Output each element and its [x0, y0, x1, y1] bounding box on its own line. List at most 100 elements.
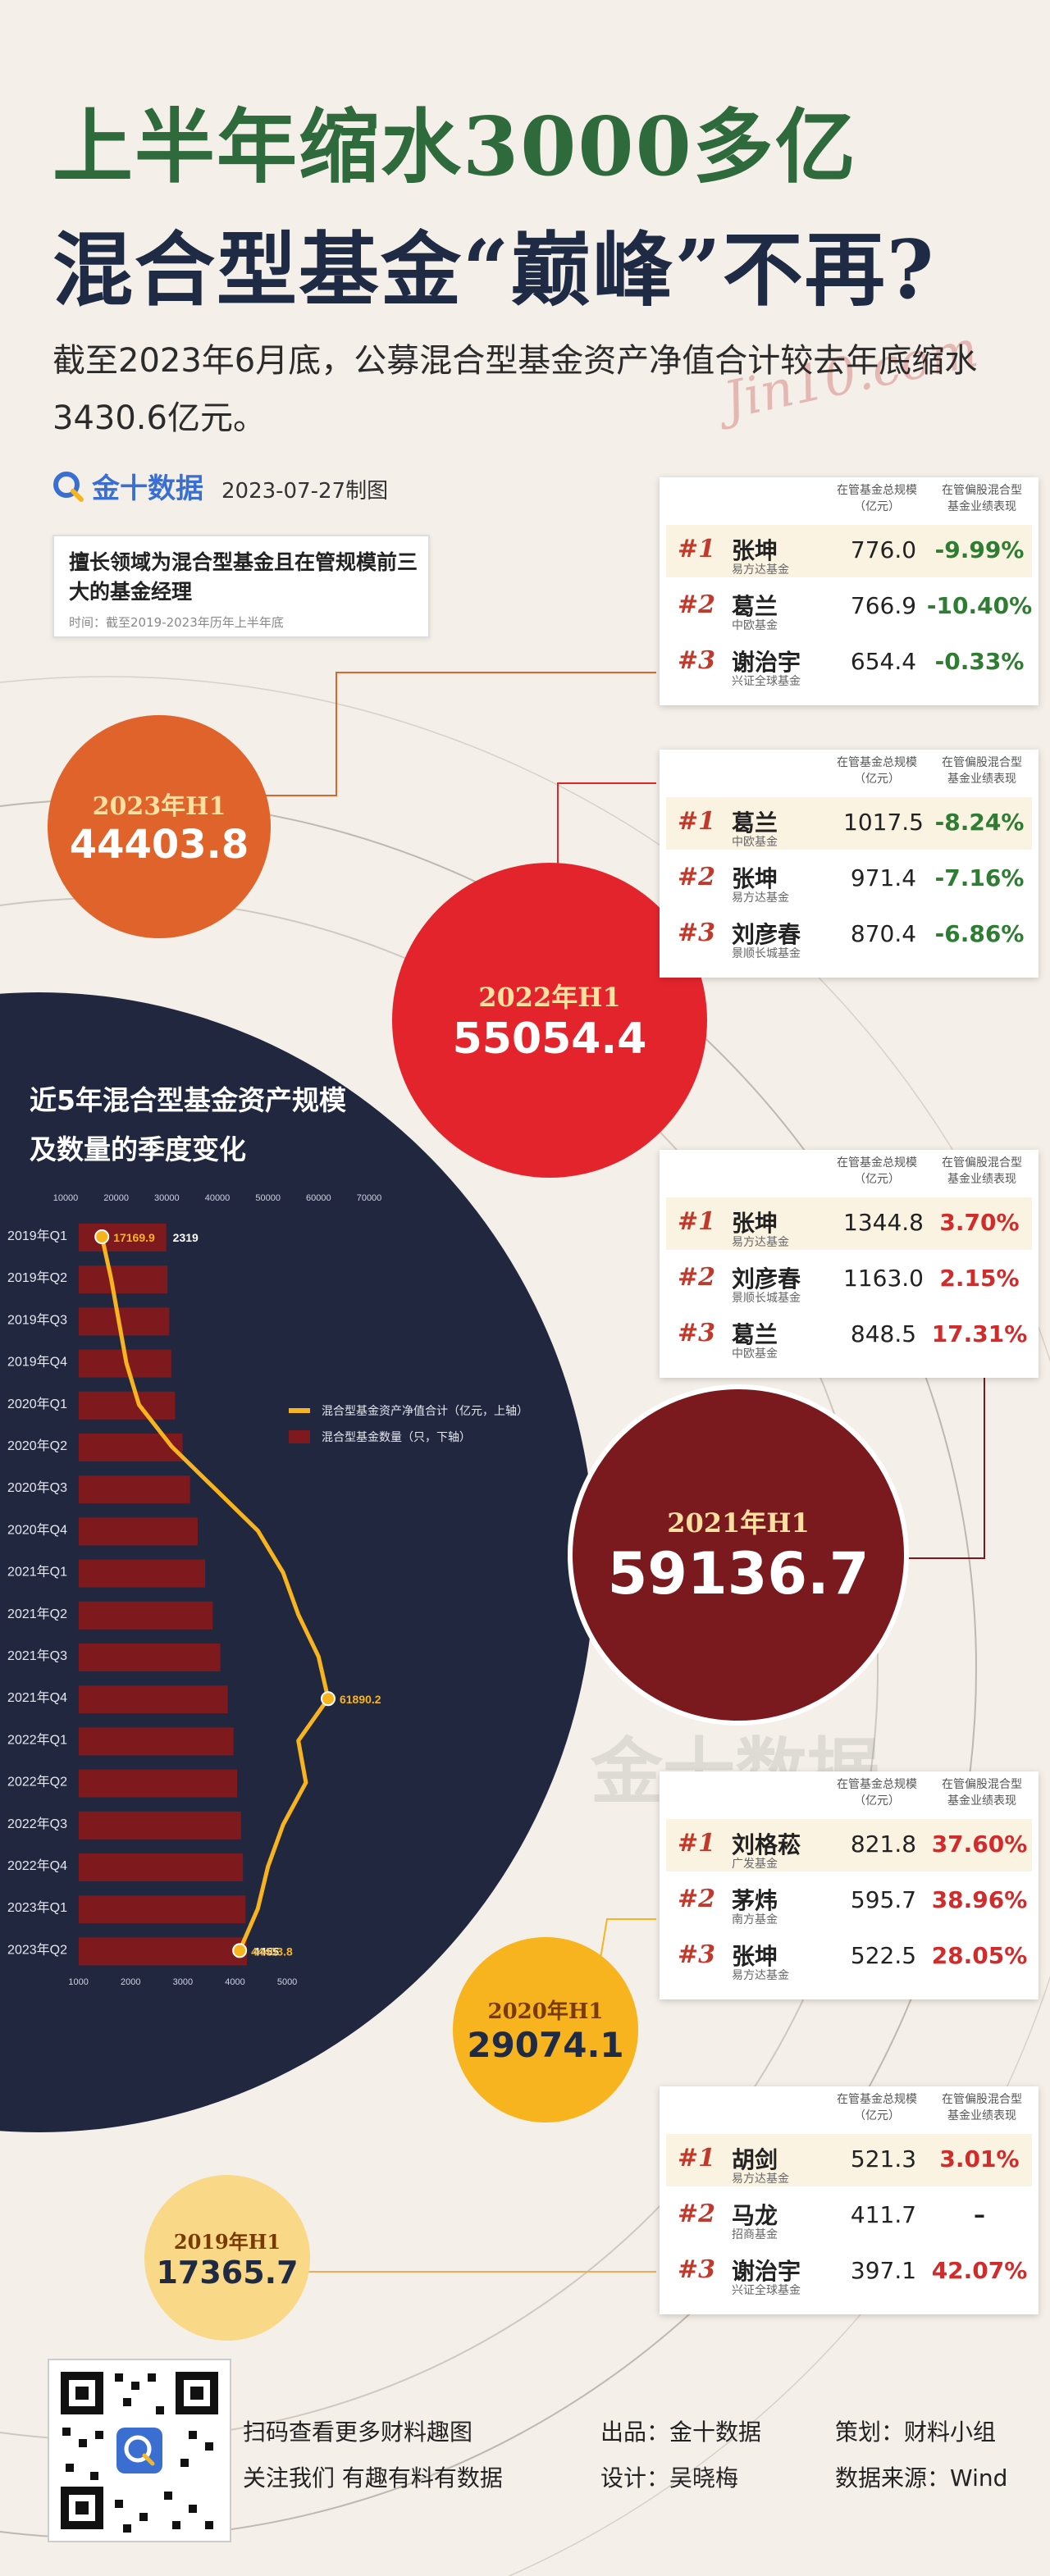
rank-label: #2: [678, 1263, 716, 1292]
top-axis-tick: 50000: [255, 1193, 281, 1203]
qr-code[interactable]: [48, 2359, 231, 2542]
fund-performance: 17.31%: [931, 1320, 1028, 1347]
company-name: 景顺长城基金: [732, 947, 801, 960]
count-bar: [79, 1895, 246, 1924]
manager-row: #3 葛兰 中欧基金 848.5 17.31%: [666, 1309, 1032, 1361]
rank-label: #1: [678, 1829, 716, 1858]
category-label: 2022年Q1: [7, 1732, 67, 1747]
top-axis-tick: 60000: [306, 1193, 331, 1203]
manager-row: #1 胡剑 易方达基金 521.3 3.01%: [666, 2134, 1032, 2186]
company-name: 易方达基金: [732, 891, 789, 905]
brand-name: 金十数据: [92, 472, 203, 505]
header-perf: 在管偏股混合型 基金业绩表现: [942, 1778, 1022, 1808]
fund-performance: -9.99%: [934, 536, 1025, 563]
rank-label: #3: [678, 1319, 716, 1347]
count-label: 2319: [173, 1231, 199, 1244]
category-label: 2021年Q1: [7, 1565, 67, 1580]
qr-caption-1: 扫码查看更多财料趣图: [243, 2419, 473, 2446]
manager-name: 刘彦春: [732, 921, 801, 948]
manager-name: 葛兰: [732, 593, 778, 620]
rank-label: #3: [678, 2255, 716, 2284]
category-label: 2019年Q2: [7, 1270, 67, 1285]
manager-row: #3 谢治宇 兴证全球基金 654.4 -0.33%: [666, 636, 1032, 689]
top-axis-tick: 70000: [357, 1193, 382, 1203]
manager-row: #2 葛兰 中欧基金 766.9 -10.40%: [666, 581, 1032, 633]
fund-performance: 3.70%: [939, 1209, 1020, 1236]
manager-row: #1 葛兰 中欧基金 1017.5 -8.24%: [666, 797, 1032, 850]
manager-name: 胡剑: [732, 2146, 778, 2173]
credit-planner: 策划：财料小组: [835, 2419, 997, 2446]
company-name: 中欧基金: [732, 619, 778, 632]
page-subtitle: 截至2023年6月底，公募混合型基金资产净值合计较去年底缩水3430.6亿元。: [52, 342, 978, 437]
manager-card-3: 在管基金总规模 （亿元） 在管偏股混合型 基金业绩表现 #1 刘格菘 广发基金 821.8…: [660, 1771, 1039, 1999]
period-label: 2020年H1: [487, 1999, 604, 2024]
count-bar: [79, 1517, 198, 1546]
header-size: 在管基金总规模 （亿元）: [837, 756, 917, 786]
nav-label: 17169.9: [113, 1231, 155, 1244]
category-label: 2022年Q2: [7, 1775, 67, 1790]
legend-bar-label: 混合型基金数量（只，下轴）: [322, 1430, 471, 1443]
period-value: 17365.7: [156, 2254, 299, 2291]
fund-performance: 28.05%: [931, 1942, 1028, 1969]
bottom-axis-tick: 1000: [68, 1977, 88, 1987]
count-bar: [79, 1644, 221, 1671]
manager-name: 马龙: [732, 2202, 778, 2229]
page-title-line1: 上半年缩水3000多亿: [52, 100, 857, 194]
rank-label: #3: [678, 919, 716, 947]
manager-row: #2 茅炜 南方基金 595.7 38.96%: [666, 1875, 1032, 1927]
count-bar: [79, 1937, 247, 1966]
manager-card-1: 在管基金总规模 （亿元） 在管偏股混合型 基金业绩表现 #1 葛兰 中欧基金 1017.5…: [660, 750, 1039, 978]
manager-card-4: 在管基金总规模 （亿元） 在管偏股混合型 基金业绩表现 #1 胡剑 易方达基金 521.3…: [660, 2086, 1039, 2314]
count-bar: [79, 1224, 167, 1252]
brand-q-icon: [53, 471, 84, 502]
manager-row: #2 张坤 易方达基金 971.4 -7.16%: [666, 853, 1032, 905]
rank-label: #2: [678, 590, 716, 619]
fund-performance: 37.60%: [931, 1831, 1028, 1858]
fund-size: 766.9: [850, 592, 917, 619]
manager-row: #1 张坤 易方达基金 776.0 -9.99%: [666, 525, 1032, 577]
header-perf: 在管偏股混合型 基金业绩表现: [942, 756, 1022, 786]
fund-size: 971.4: [850, 864, 917, 891]
fund-performance: -0.33%: [934, 648, 1025, 675]
rank-label: #2: [678, 1885, 716, 1913]
header-perf: 在管偏股混合型 基金业绩表现: [942, 1156, 1022, 1186]
combo-chart: 10000 20000 30000 40000 50000 60000 70000 1000 2…: [7, 1193, 528, 1987]
count-bar: [79, 1475, 190, 1504]
rank-label: #1: [678, 1207, 716, 1236]
category-label: 2020年Q2: [7, 1438, 67, 1453]
category-label: 2023年Q2: [7, 1942, 67, 1957]
manager-name: 张坤: [732, 1210, 778, 1237]
company-name: 景顺长城基金: [732, 1292, 801, 1305]
manager-name: 刘彦春: [732, 1265, 801, 1293]
manager-row: #1 刘格菘 广发基金 821.8 37.60%: [666, 1819, 1032, 1872]
count-bar: [79, 1265, 168, 1294]
nav-label: 61890.2: [340, 1693, 381, 1706]
manager-name: 葛兰: [732, 1321, 778, 1348]
circle-2020: 2020年H1 29074.1: [453, 1937, 638, 2122]
circle-2021: 2021年H1 59136.7: [568, 1384, 909, 1726]
category-label: 2022年Q4: [7, 1858, 67, 1873]
category-label: 2023年Q1: [7, 1900, 67, 1915]
legend-bar-swatch: [289, 1430, 310, 1443]
nav-point: [232, 1943, 248, 1958]
top-axis-tick: 20000: [103, 1193, 129, 1203]
count-bar: [79, 1769, 238, 1798]
page-title-line2: 混合型基金“巅峰”不再?: [52, 223, 936, 317]
managers-intro-note: 时间：截至2019-2023年历年上半年底: [69, 615, 284, 630]
fund-size: 1344.8: [843, 1209, 924, 1236]
manager-card-2: 在管基金总规模 （亿元） 在管偏股混合型 基金业绩表现 #1 张坤 易方达基金 1344.…: [660, 1150, 1039, 1378]
chart-date: 2023-07-27制图: [221, 479, 389, 504]
fund-size: 848.5: [850, 1320, 917, 1347]
fund-size: 821.8: [850, 1831, 917, 1858]
category-label: 2021年Q2: [7, 1607, 67, 1621]
fund-performance: 42.07%: [931, 2257, 1028, 2284]
period-value: 29074.1: [467, 2025, 624, 2065]
fund-size: 522.5: [850, 1942, 917, 1969]
manager-name: 张坤: [732, 865, 778, 892]
fund-size: 654.4: [850, 648, 917, 675]
company-name: 中欧基金: [732, 836, 778, 849]
header-size: 在管基金总规模 （亿元）: [837, 484, 917, 513]
header-size: 在管基金总规模 （亿元）: [837, 1156, 917, 1186]
bottom-axis-tick: 4000: [225, 1977, 244, 1987]
manager-row: #3 张坤 易方达基金 522.5 28.05%: [666, 1931, 1032, 1983]
